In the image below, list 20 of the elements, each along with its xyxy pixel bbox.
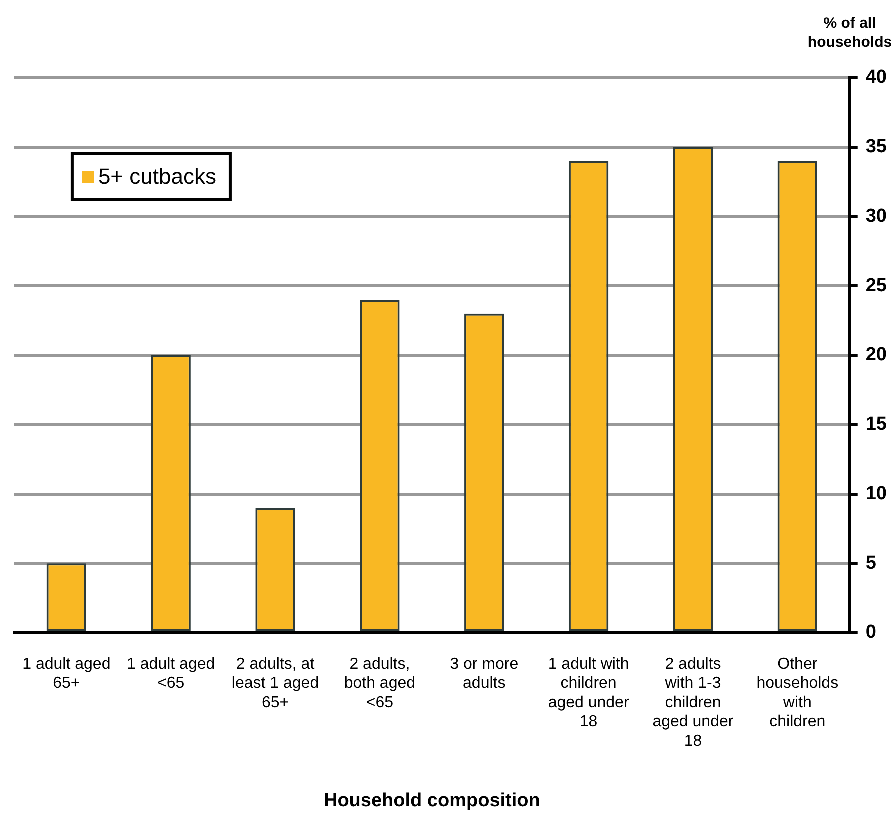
x-tick-label: Other households with children xyxy=(756,656,839,731)
y-tick-label: 40 xyxy=(866,67,888,88)
y-tick-label: 0 xyxy=(866,622,876,644)
y-tick-label: 15 xyxy=(866,414,888,436)
x-tick-label: 1 adult aged 65+ xyxy=(22,656,111,692)
x-tick-label: 1 adult with children aged under 18 xyxy=(548,656,630,731)
y-tick-label: 25 xyxy=(866,275,888,296)
y-tick-label: 10 xyxy=(866,483,888,504)
legend-label: 5+ cutbacks xyxy=(98,164,216,190)
x-tick-label: 2 adults with 1-3 children aged under 18 xyxy=(652,656,734,750)
x-tick-label: 3 or more adults xyxy=(450,656,519,692)
y-axis-title: % of all households xyxy=(808,15,892,51)
x-tick-label: 2 adults, both aged <65 xyxy=(344,656,416,712)
x-tick-label: 2 adults, at least 1 aged 65+ xyxy=(232,656,320,712)
y-tick-label: 35 xyxy=(866,136,888,158)
x-axis-title: Household composition xyxy=(324,790,540,812)
y-tick-label: 30 xyxy=(866,206,888,227)
y-tick-label: 20 xyxy=(866,344,888,366)
x-tick-label: 1 adult aged <65 xyxy=(127,656,216,692)
y-tick-label: 5 xyxy=(866,552,877,574)
